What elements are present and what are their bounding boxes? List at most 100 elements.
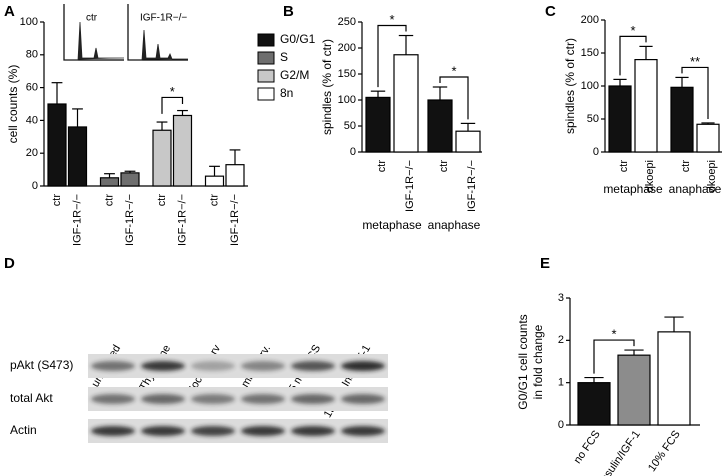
y-tick-label: 100 [338, 94, 356, 106]
inset-histogram [128, 29, 188, 61]
blot-band [191, 426, 235, 436]
y-tick-label: 100 [581, 80, 599, 92]
inset-histogram [64, 21, 124, 61]
y-tick-label: 150 [338, 68, 356, 80]
significance-label: * [611, 327, 616, 342]
legend-label: G2/M [280, 68, 309, 82]
blot-band [291, 394, 335, 404]
panel-label: E [540, 255, 550, 272]
blot-band [141, 426, 185, 436]
blot-band [91, 394, 135, 404]
row-label: total Akt [10, 391, 53, 405]
bar [670, 86, 694, 153]
x-tick-label: IGF-1R−/− [229, 194, 241, 246]
significance-label: ** [690, 54, 700, 69]
bar [617, 354, 651, 426]
significance-bracket [681, 66, 709, 119]
y-tick-label: 0 [593, 146, 599, 158]
inset-label: IGF-1R−/− [140, 13, 187, 24]
group-label: metaphase [362, 218, 422, 232]
x-tick-label: IGF-1R−/− [124, 194, 136, 246]
x-tick-label: ctr [438, 160, 450, 173]
y-tick-label: 60 [26, 82, 38, 94]
panel-label: D [4, 255, 15, 272]
significance-bracket [619, 35, 647, 76]
bar [120, 172, 140, 187]
blot-band [241, 394, 285, 404]
blot-band [291, 361, 335, 371]
panel-label: C [545, 3, 556, 20]
y-tick-label: 2 [558, 334, 564, 346]
y-axis-label: spindles (% of ctr) [563, 38, 577, 134]
y-tick-label: 80 [26, 49, 38, 61]
y-tick-label: 0 [32, 180, 38, 192]
significance-label: * [451, 63, 456, 78]
bar [577, 382, 611, 426]
significance-bracket [439, 76, 469, 120]
panel-label: B [283, 3, 294, 20]
x-tick-label: dkoepi [706, 160, 718, 192]
blot-band [341, 361, 385, 371]
panel-label: A [4, 3, 15, 20]
bar [393, 54, 419, 153]
bar [225, 164, 245, 187]
bar [634, 58, 658, 153]
bar [99, 177, 120, 187]
group-label: anaphase [669, 182, 722, 196]
y-tick-label: 20 [26, 147, 38, 159]
significance-bracket [161, 96, 184, 114]
x-tick-label: ctr [680, 160, 692, 173]
x-tick-label: ctr [208, 194, 220, 207]
legend-swatch [257, 51, 275, 65]
x-tick-label: ctr [51, 194, 63, 207]
bar [365, 96, 391, 153]
legend-swatch [257, 33, 275, 47]
significance-label: * [389, 12, 394, 27]
legend-label: 8n [280, 86, 293, 100]
blot-band [341, 426, 385, 436]
bar [455, 130, 481, 153]
x-tick-label: no FCS [572, 429, 603, 466]
y-axis-label: G0/G1 cell counts [516, 314, 530, 409]
bar [47, 103, 67, 187]
x-tick-label: ctr [618, 160, 630, 173]
y-tick-label: 150 [581, 47, 599, 59]
blot-strip [88, 419, 388, 443]
y-tick-label: 1 [558, 377, 564, 389]
significance-label: * [170, 84, 175, 99]
y-axis-label: cell counts (%) [6, 65, 20, 144]
x-tick-label: dkoepi [644, 160, 656, 192]
bar [608, 85, 632, 153]
y-tick-label: 50 [587, 113, 599, 125]
blot-band [191, 361, 235, 371]
y-tick-label: 0 [558, 419, 564, 431]
inset-label: ctr [86, 13, 98, 24]
x-tick-label: IGF-1R−/− [466, 160, 478, 212]
blot-band [291, 426, 335, 436]
x-tick-label: ctr [156, 194, 168, 207]
blot-strip [88, 387, 388, 411]
significance-bracket [377, 24, 407, 88]
x-tick-label: ctr [103, 194, 115, 207]
row-label: Actin [10, 423, 37, 437]
bar [67, 126, 88, 187]
bar [204, 175, 225, 187]
blot-strip [88, 354, 388, 378]
x-tick-label: IGF-1R−/− [176, 194, 188, 246]
y-tick-label: 0 [350, 146, 356, 158]
x-tick-label: IGF-1R−/− [71, 194, 83, 246]
legend-swatch [257, 87, 275, 101]
y-axis-label: in fold change [531, 324, 545, 399]
blot-band [341, 394, 385, 404]
blot-band [241, 361, 285, 371]
legend-label: S [280, 50, 288, 64]
y-tick-label: 200 [581, 14, 599, 26]
blot-band [141, 361, 185, 371]
x-tick-label: Insulin/IGF-1 [597, 429, 643, 476]
inset-frame [64, 4, 190, 62]
group-label: anaphase [428, 218, 481, 232]
legend-swatch [257, 69, 275, 83]
y-tick-label: 250 [338, 16, 356, 28]
blot-band [191, 394, 235, 404]
